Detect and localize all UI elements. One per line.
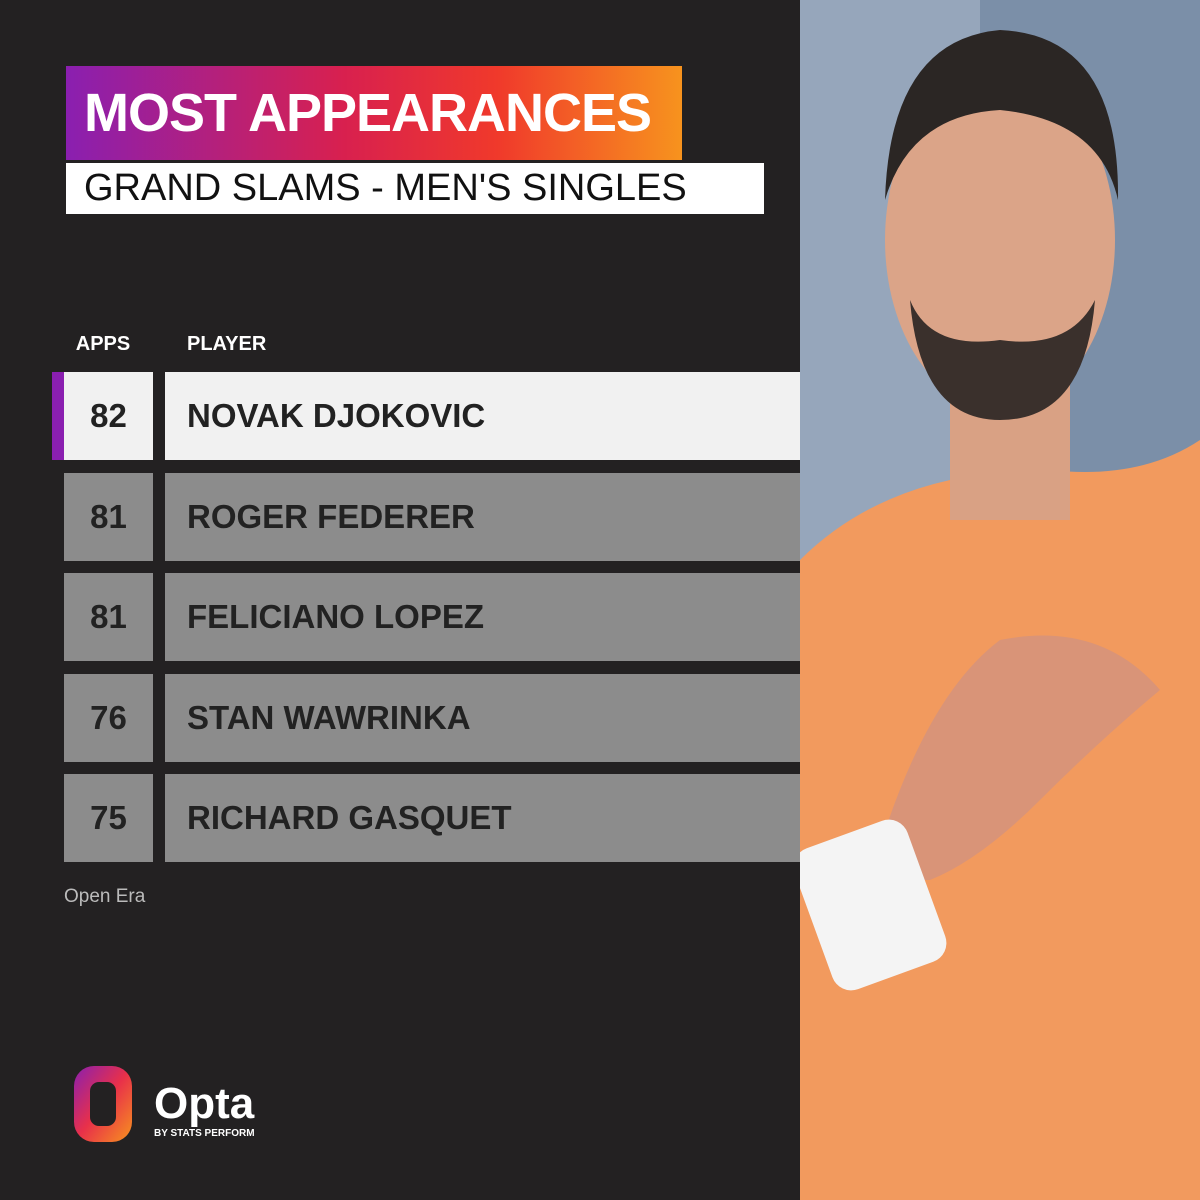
table-row: 81 FELICIANO LOPEZ [52,573,800,661]
logo-mark [90,1082,116,1126]
hand [870,635,1160,880]
player-cell: STAN WAWRINKA [165,673,800,762]
footnote: Open Era [64,886,146,907]
highlight-bar [52,372,64,460]
player-cell: FELICIANO LOPEZ [165,573,800,661]
apps-cell: 75 [64,774,153,862]
apps-cell: 82 [64,372,153,460]
column-header: APPS [75,333,131,355]
player-photo [800,0,1200,1200]
face [885,70,1115,410]
apps-cell: 81 [64,573,153,661]
beard [910,300,1095,420]
hair [885,30,1119,200]
wristband [800,819,947,991]
apps-cell: 81 [64,472,153,561]
logo: Opta BY STATS PERFORM [74,1066,255,1142]
table-row: 81 ROGER FEDERER [52,472,800,561]
table-row: 82 NOVAK DJOKOVIC [52,372,800,460]
player-cell: RICHARD GASQUET [165,774,800,862]
player-cell: NOVAK DJOKOVIC [165,372,800,460]
player-cell: ROGER FEDERER [165,472,800,561]
logo-name: Opta [154,1079,255,1128]
title: MOST APPEARANCES [66,66,682,160]
subtitle: GRAND SLAMS - MEN'S SINGLES [66,163,764,214]
table-row: 76 STAN WAWRINKA [52,673,800,762]
column-header: PLAYER [187,333,267,355]
table-row: 75 RICHARD GASQUET [52,774,800,862]
logo-tagline: BY STATS PERFORM [154,1128,255,1139]
apps-cell: 76 [64,673,153,762]
